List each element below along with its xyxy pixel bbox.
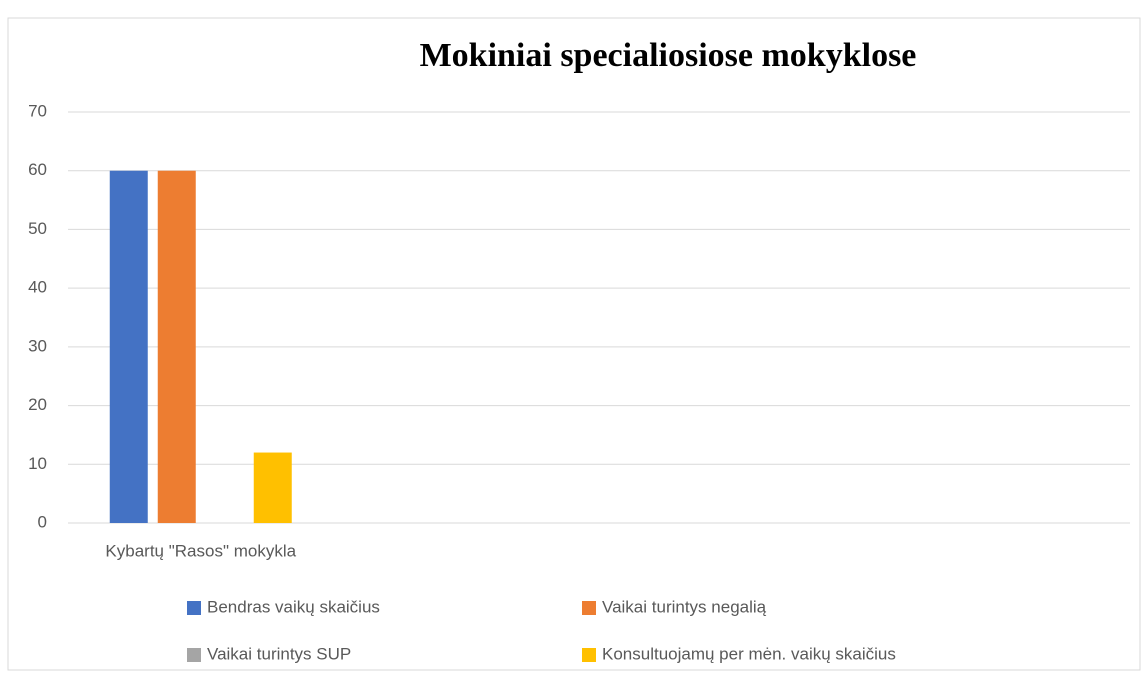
chart-border xyxy=(7,17,1141,671)
legend-label: Vaikai turintys negalią xyxy=(602,597,767,616)
y-tick-label: 50 xyxy=(28,219,47,238)
legend-swatch xyxy=(187,648,201,662)
y-tick-label: 40 xyxy=(28,278,47,297)
y-tick-label: 20 xyxy=(28,395,47,414)
legend-label: Vaikai turintys SUP xyxy=(207,644,351,663)
legend-swatch xyxy=(582,648,596,662)
x-tick-label: Kybartų "Rasos" mokykla xyxy=(105,541,296,560)
bar xyxy=(157,170,196,523)
legend-swatch xyxy=(582,601,596,615)
chart-title: Mokiniai specialiosiose mokyklose xyxy=(420,37,917,74)
y-tick-label: 60 xyxy=(28,160,47,179)
y-tick-label: 10 xyxy=(28,454,47,473)
y-tick-label: 30 xyxy=(28,336,47,355)
bar xyxy=(109,170,148,523)
y-tick-label: 0 xyxy=(38,512,47,531)
legend-swatch xyxy=(187,601,201,615)
legend-label: Bendras vaikų skaičius xyxy=(207,597,380,616)
legend-label: Konsultuojamų per mėn. vaikų skaičius xyxy=(602,644,896,663)
y-tick-label: 70 xyxy=(28,101,47,120)
bar xyxy=(253,452,292,523)
